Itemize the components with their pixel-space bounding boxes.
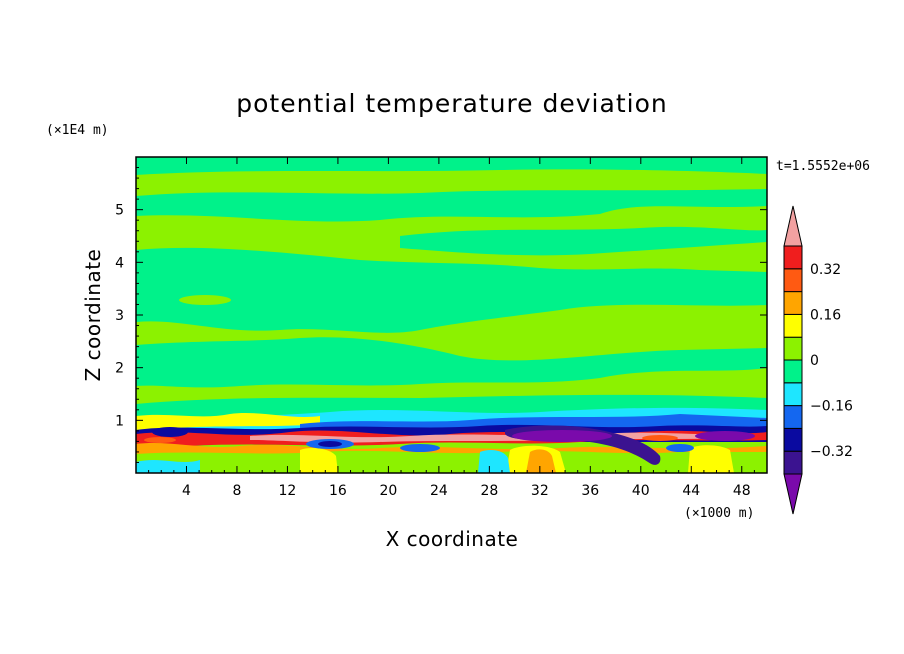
x-tick-label: 16	[329, 483, 347, 499]
contour-plume-cyan-2	[478, 450, 510, 473]
contour-band-middle-1	[136, 247, 767, 333]
contour-cell-purple-right	[695, 431, 755, 441]
colorbar-label: 0.16	[810, 307, 841, 323]
colorbar-swatch	[783, 405, 803, 429]
contour-cell-blue-left-1	[152, 427, 188, 437]
x-tick-label: 44	[682, 483, 700, 499]
colorbar-swatch	[783, 245, 803, 270]
contour-cell-red-left	[144, 437, 176, 443]
contour-cell-blue-mid	[400, 444, 440, 452]
contour-cell-small	[179, 295, 231, 305]
colorbar-swatch	[783, 336, 803, 361]
x-axis-label: X coordinate	[386, 527, 519, 551]
contour-band-upper-1	[136, 157, 767, 175]
colorbar-label: −0.32	[810, 444, 853, 460]
contour-band-middle-2	[136, 337, 767, 388]
colorbar-label: −0.16	[810, 399, 853, 415]
contour-cell-right	[716, 312, 764, 324]
x-tick-label: 8	[232, 483, 241, 499]
colorbar-label: 0	[810, 353, 819, 369]
contour-band-lower-green	[136, 394, 767, 426]
y-tick-label: 2	[115, 361, 124, 377]
colorbar-over-triangle	[783, 205, 803, 247]
colorbar-swatch	[783, 291, 803, 315]
colorbar-swatch	[783, 450, 803, 475]
x-tick-label: 28	[480, 483, 498, 499]
contour-cell-darkblue-left	[318, 441, 342, 447]
contour-plume-orange-1	[526, 449, 556, 473]
x-unit-label: (×1000 m)	[684, 506, 754, 521]
x-tick-label: 4	[182, 483, 191, 499]
x-axis-ticks: 4 8 12 16 20 24 28 32 36 40 44 48	[148, 157, 755, 499]
contour-cell-red-right	[642, 435, 678, 441]
y-axis-label: Z coordinate	[81, 249, 105, 382]
x-tick-label: 12	[279, 483, 297, 499]
contour-band-lower-lightgreen	[136, 450, 767, 473]
colorbar-swatch	[783, 313, 803, 338]
x-tick-label: 32	[531, 483, 549, 499]
contour-band-lower-yellow	[136, 413, 320, 430]
x-tick-label: 36	[581, 483, 599, 499]
contour-band-lower-blue	[300, 414, 767, 430]
contour-cell-darkblue-center	[512, 430, 612, 442]
time-label: t=1.5552e+06	[776, 159, 870, 174]
y-tick-label: 4	[115, 255, 124, 271]
x-tick-label: 24	[430, 483, 448, 499]
contour-cell-blue-right	[666, 444, 694, 452]
contour-field	[136, 157, 767, 473]
contour-plume-yellow-3	[300, 448, 338, 473]
colorbar-swatch	[783, 382, 803, 407]
x-tick-label: 48	[733, 483, 751, 499]
contour-band-surface-cyan	[136, 460, 200, 473]
y-axis-ticks: 1 2 3 4 5	[115, 167, 767, 463]
colorbar-label: 0.32	[810, 262, 841, 278]
x-tick-label: 20	[379, 483, 397, 499]
colorbar-swatch	[783, 359, 803, 384]
colorbar-swatch	[783, 427, 803, 452]
y-tick-label: 5	[115, 203, 124, 219]
colorbar: 0.32 0.16 0 −0.16 −0.32	[783, 205, 853, 515]
y-tick-label: 3	[115, 308, 124, 324]
contour-band-upper-2	[136, 189, 767, 222]
chart-title: potential temperature deviation	[236, 89, 667, 118]
colorbar-under-triangle	[783, 473, 803, 515]
colorbar-swatch	[783, 268, 803, 293]
contour-plume-yellow-2	[688, 445, 734, 473]
y-tick-label: 1	[115, 413, 124, 429]
y-unit-label: (×1E4 m)	[46, 123, 109, 138]
x-tick-label: 40	[632, 483, 650, 499]
contour-band-upper-3	[400, 226, 767, 256]
